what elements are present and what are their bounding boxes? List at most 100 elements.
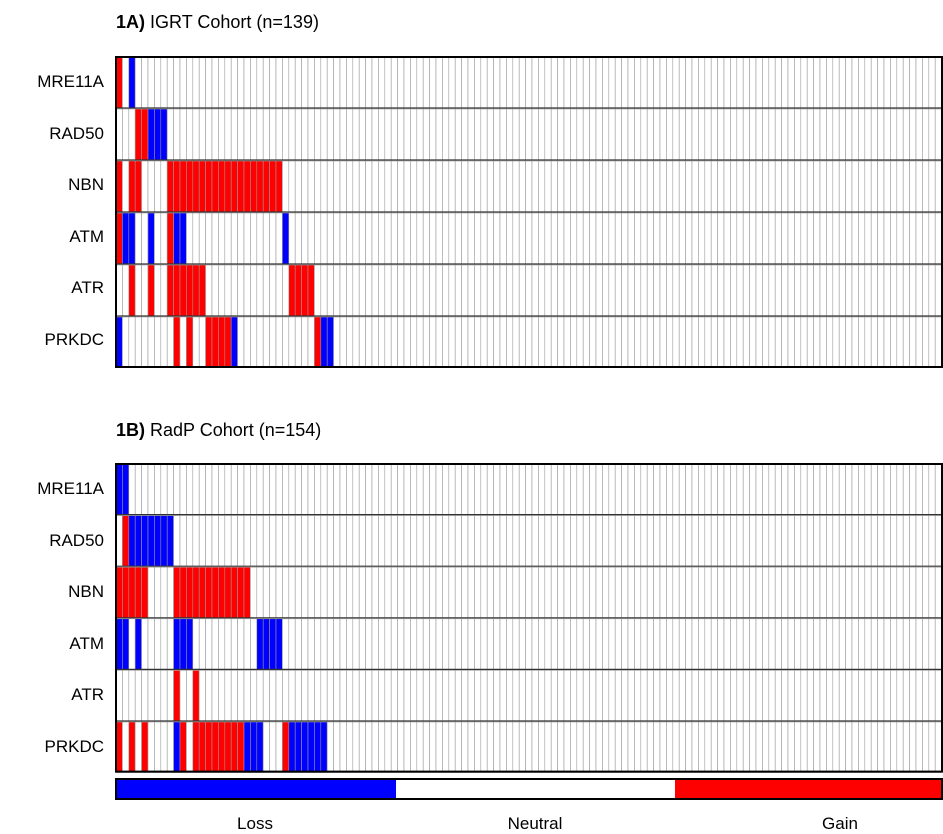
neutral-cell — [660, 161, 666, 212]
neutral-cell — [506, 57, 512, 108]
neutral-cell — [436, 464, 442, 515]
neutral-cell — [212, 213, 218, 264]
neutral-cell — [462, 516, 468, 567]
neutral-cell — [398, 265, 404, 316]
neutral-cell — [417, 567, 423, 618]
neutral-cell — [199, 57, 205, 108]
neutral-cell — [404, 722, 410, 773]
neutral-cell — [577, 213, 583, 264]
neutral-cell — [154, 722, 160, 773]
neutral-cell — [500, 265, 506, 316]
neutral-cell — [366, 670, 372, 721]
neutral-cell — [423, 670, 429, 721]
neutral-cell — [513, 57, 519, 108]
neutral-cell — [551, 213, 557, 264]
panel-a-cohort-title: IGRT Cohort (n=139) — [150, 12, 319, 32]
panel-a-row-label: ATR — [0, 278, 104, 298]
neutral-cell — [865, 464, 871, 515]
neutral-cell — [314, 516, 320, 567]
neutral-cell — [602, 57, 608, 108]
neutral-cell — [385, 670, 391, 721]
neutral-cell — [532, 722, 538, 773]
neutral-cell — [391, 213, 397, 264]
neutral-cell — [929, 265, 935, 316]
neutral-cell — [762, 670, 768, 721]
neutral-cell — [494, 161, 500, 212]
gain-cell — [167, 265, 173, 316]
neutral-cell — [686, 161, 692, 212]
neutral-cell — [551, 464, 557, 515]
neutral-cell — [468, 57, 474, 108]
neutral-cell — [596, 161, 602, 212]
neutral-cell — [609, 57, 615, 108]
neutral-cell — [423, 567, 429, 618]
neutral-cell — [404, 57, 410, 108]
neutral-cell — [769, 722, 775, 773]
neutral-cell — [826, 670, 832, 721]
neutral-cell — [129, 619, 135, 670]
neutral-cell — [570, 161, 576, 212]
neutral-cell — [826, 722, 832, 773]
neutral-cell — [718, 567, 724, 618]
neutral-cell — [545, 722, 551, 773]
neutral-cell — [506, 567, 512, 618]
neutral-cell — [807, 161, 813, 212]
neutral-cell — [660, 213, 666, 264]
neutral-cell — [871, 464, 877, 515]
loss-cell — [174, 213, 180, 264]
neutral-cell — [743, 464, 749, 515]
neutral-cell — [423, 317, 429, 368]
neutral-cell — [654, 109, 660, 160]
neutral-cell — [718, 265, 724, 316]
neutral-cell — [839, 722, 845, 773]
neutral-cell — [705, 670, 711, 721]
neutral-cell — [545, 567, 551, 618]
neutral-cell — [922, 619, 928, 670]
neutral-cell — [519, 265, 525, 316]
neutral-cell — [666, 722, 672, 773]
panel-b-cohort-title: RadP Cohort (n=154) — [150, 420, 321, 440]
neutral-cell — [647, 109, 653, 160]
neutral-cell — [430, 109, 436, 160]
neutral-cell — [506, 109, 512, 160]
neutral-cell — [903, 161, 909, 212]
neutral-cell — [570, 109, 576, 160]
neutral-cell — [737, 317, 743, 368]
neutral-cell — [641, 317, 647, 368]
neutral-cell — [820, 670, 826, 721]
neutral-cell — [340, 516, 346, 567]
neutral-cell — [391, 109, 397, 160]
neutral-cell — [602, 722, 608, 773]
neutral-cell — [794, 516, 800, 567]
neutral-cell — [270, 57, 276, 108]
neutral-cell — [385, 265, 391, 316]
neutral-cell — [244, 516, 250, 567]
neutral-cell — [698, 317, 704, 368]
neutral-cell — [583, 619, 589, 670]
neutral-cell — [481, 516, 487, 567]
neutral-cell — [852, 464, 858, 515]
neutral-cell — [775, 265, 781, 316]
neutral-cell — [622, 57, 628, 108]
neutral-cell — [897, 516, 903, 567]
neutral-cell — [775, 161, 781, 212]
neutral-cell — [641, 161, 647, 212]
neutral-cell — [788, 265, 794, 316]
neutral-cell — [794, 265, 800, 316]
neutral-cell — [858, 619, 864, 670]
neutral-cell — [615, 516, 621, 567]
neutral-cell — [385, 464, 391, 515]
gain-cell — [174, 670, 180, 721]
neutral-cell — [404, 670, 410, 721]
neutral-cell — [378, 464, 384, 515]
neutral-cell — [538, 722, 544, 773]
neutral-cell — [641, 213, 647, 264]
neutral-cell — [442, 619, 448, 670]
neutral-cell — [602, 213, 608, 264]
neutral-cell — [289, 317, 295, 368]
gain-cell — [238, 722, 244, 773]
neutral-cell — [282, 516, 288, 567]
neutral-cell — [442, 567, 448, 618]
neutral-cell — [474, 464, 480, 515]
neutral-cell — [654, 464, 660, 515]
